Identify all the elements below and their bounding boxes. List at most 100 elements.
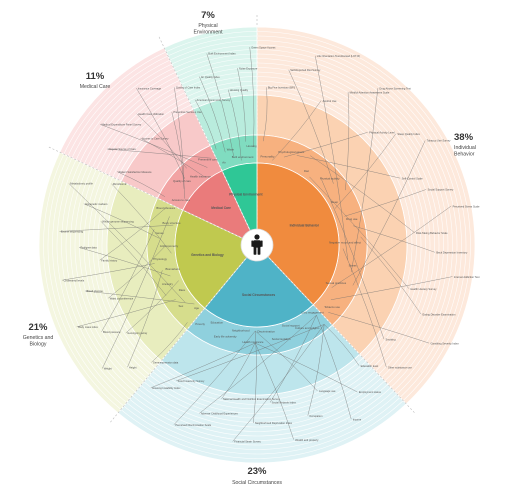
physical-leader-line bbox=[237, 68, 246, 142]
social-inner-label: Poverty bbox=[195, 322, 205, 326]
social-leader-line bbox=[269, 315, 317, 403]
genetics-guide-ring bbox=[88, 173, 150, 376]
genetics-guide-ring bbox=[43, 153, 122, 410]
physical-guide-ring bbox=[171, 44, 258, 65]
physical-leader-line bbox=[206, 53, 234, 157]
social-item-label: Financial Strain Survey bbox=[234, 440, 261, 444]
social-leader-line bbox=[199, 315, 317, 414]
behavior-leader-line bbox=[352, 140, 426, 286]
physical-guide-ring bbox=[173, 49, 258, 69]
medical-percent: 11% bbox=[86, 71, 105, 82]
genetics-leader-line bbox=[101, 229, 155, 332]
genetics-inner-label: Body structure bbox=[163, 221, 181, 225]
behavior-item-label: Eating Disorder Examination bbox=[423, 312, 456, 316]
genetics-leader-line bbox=[59, 224, 174, 232]
behavior-leader-line bbox=[342, 248, 387, 368]
behavior-inner-label: Stress bbox=[349, 263, 358, 267]
behavior-caption: Individual bbox=[454, 145, 476, 151]
genetics-item-label: Metabolomic profile bbox=[70, 182, 93, 186]
physical-guide-ring bbox=[183, 71, 258, 89]
genetics-item-label: Cholesterol levels bbox=[64, 278, 85, 282]
medical-guide-ring bbox=[104, 92, 186, 174]
genetics-guide-ring bbox=[47, 155, 124, 407]
genetics-leader-line bbox=[151, 322, 188, 363]
behavior-guide-ring bbox=[256, 53, 449, 385]
physical-guide-ring bbox=[188, 85, 258, 101]
social-guide-ring bbox=[149, 367, 373, 414]
physical-guide-ring bbox=[165, 31, 258, 53]
social-leader-line bbox=[254, 342, 294, 440]
behavior-guide-ring bbox=[256, 31, 471, 401]
genetics-guide-ring bbox=[56, 159, 130, 400]
medical-inner-label: Health insurance bbox=[190, 175, 211, 179]
behavior-core-band bbox=[256, 162, 340, 306]
social-leader-line bbox=[221, 342, 256, 400]
social-inner-label: Civic engagement bbox=[301, 310, 324, 314]
genetics-item-label: Gene expression data bbox=[153, 361, 179, 365]
social-leader-line bbox=[324, 324, 360, 366]
genetics-leader-line bbox=[62, 263, 155, 281]
behavior-guide-ring bbox=[256, 35, 467, 398]
physical-caption: Environment bbox=[193, 30, 223, 36]
behavior-leader-line bbox=[360, 236, 422, 315]
genetics-percent: 21% bbox=[28, 322, 48, 333]
genetics-guide-ring bbox=[83, 171, 147, 379]
social-guide-ring bbox=[135, 384, 388, 437]
sector-medical bbox=[48, 47, 258, 246]
social-item-label: Language use bbox=[319, 389, 336, 393]
behavior-item-label: Mindful Attention Awareness Scale bbox=[350, 90, 390, 94]
social-guide-ring bbox=[137, 380, 385, 432]
social-inner-label: Neighborhood bbox=[232, 328, 250, 332]
genetics-item-label: Waist circumference bbox=[110, 296, 134, 300]
behavior-leader-line bbox=[310, 155, 415, 233]
behavior-leader-line bbox=[263, 87, 268, 142]
physical-guide-ring bbox=[167, 35, 258, 57]
physical-guide-ring bbox=[181, 67, 258, 85]
medical-guide-ring bbox=[79, 67, 174, 162]
genetics-leader-line bbox=[68, 183, 186, 303]
genetics-item-label: Genotyping array bbox=[127, 331, 148, 335]
behavior-percent: 38% bbox=[454, 132, 474, 143]
social-inner-label: Education bbox=[211, 320, 224, 324]
social-guide-ring bbox=[146, 370, 376, 419]
behavior-inner-label: Diet bbox=[304, 169, 309, 173]
sector-physical bbox=[158, 26, 258, 246]
genetics-item-label: Blood glucose bbox=[87, 289, 104, 293]
social-guide-ring bbox=[152, 364, 370, 410]
behavior-inner-label: Sexual practices bbox=[326, 281, 347, 285]
physical-leader-line bbox=[249, 47, 255, 148]
medical-item-label: Access to Care Survey bbox=[142, 136, 169, 140]
genetics-leader-line bbox=[83, 203, 160, 239]
medical-item-label: Quality of Care Index bbox=[176, 86, 201, 90]
physical-item-label: American Community Survey bbox=[197, 98, 231, 102]
genetics-leader-line bbox=[127, 270, 163, 368]
physical-guide-ring bbox=[190, 89, 258, 106]
social-leader-line bbox=[173, 330, 256, 425]
genetics-item-label: Microbiome bbox=[113, 182, 127, 186]
social-caption: Social Circumstances bbox=[232, 480, 282, 486]
physical-inner-label: Built environment bbox=[232, 155, 254, 159]
sector-social bbox=[117, 244, 415, 464]
center-hub bbox=[240, 228, 274, 262]
genetics-leader-line bbox=[100, 221, 167, 296]
behavior-item-label: Perceived Stress Scale bbox=[453, 204, 480, 208]
genetics-labels: Gene expression data Height Weight Genotypi… bbox=[59, 182, 224, 371]
genetics-leader-line bbox=[85, 290, 195, 305]
genetics-inner-label: Age bbox=[194, 306, 199, 310]
physical-item-label: Air Quality Index bbox=[201, 75, 221, 79]
behavior-item-label: Self-Control Scale bbox=[402, 176, 423, 180]
medical-caption: Medical Care bbox=[80, 84, 111, 90]
social-inner-label: Health insurance bbox=[242, 340, 263, 344]
medical-leader-line bbox=[174, 87, 185, 199]
social-inner-label: Discrimination bbox=[257, 330, 275, 334]
social-guide-ring bbox=[140, 377, 382, 428]
behavior-item-label: Alcohol Use bbox=[323, 99, 337, 103]
behavior-inner-label: Negative mood and affect bbox=[329, 240, 361, 244]
medical-leader-line bbox=[107, 148, 212, 159]
medical-item-label: Patient Satisfaction Measure bbox=[119, 170, 153, 174]
behavior-inner-label: Tobacco use bbox=[324, 305, 340, 309]
medical-guide-ring bbox=[75, 63, 172, 160]
